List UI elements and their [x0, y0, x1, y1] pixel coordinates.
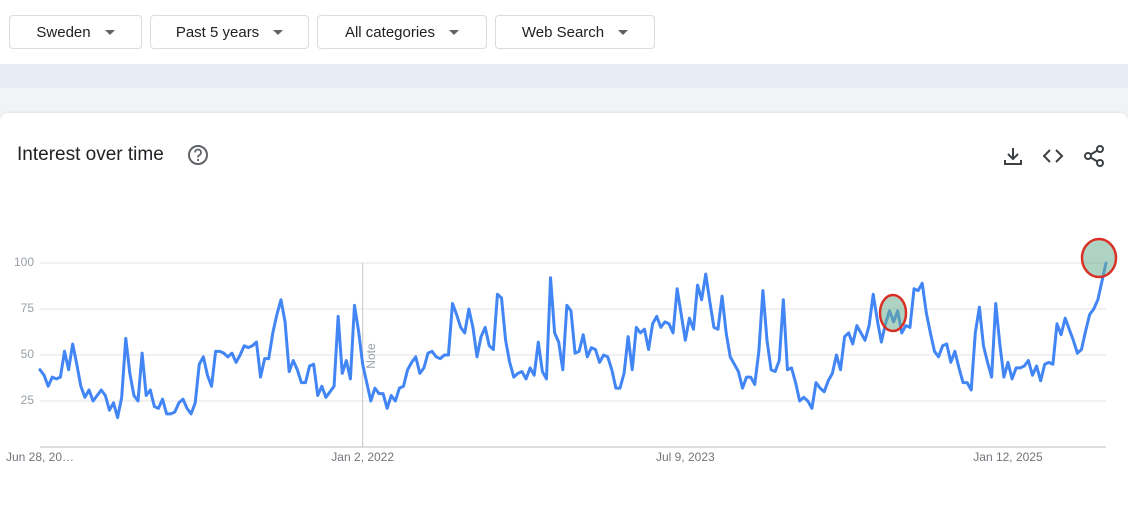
filter-label: All categories — [344, 23, 436, 41]
highlight-circle — [878, 293, 908, 333]
x-tick-label: Jan 12, 2025 — [973, 450, 1043, 464]
y-tick-label: 100 — [14, 255, 34, 269]
caret — [273, 29, 284, 35]
filter-label: Web Search — [521, 23, 605, 41]
band — [0, 64, 1128, 88]
caret — [618, 29, 629, 35]
x-tick-label: Jan 2, 2022 — [331, 450, 394, 464]
x-tick-label: Jul 9, 2023 — [656, 450, 715, 464]
filter-button[interactable]: All categories — [317, 15, 487, 49]
y-tick-label: 75 — [21, 301, 35, 315]
card — [0, 113, 1128, 526]
filter-button[interactable]: Web Search — [495, 15, 655, 49]
filter-button[interactable]: Sweden — [9, 15, 142, 49]
filter-bar: Sweden Past 5 years All categories Web S… — [0, 0, 1128, 64]
highlight-circle — [1080, 237, 1118, 279]
download-icon[interactable] — [1002, 145, 1024, 167]
caret — [449, 29, 460, 35]
trend-line — [38, 261, 1108, 420]
card-title: Interest over time — [17, 144, 164, 165]
caret — [104, 29, 115, 35]
filter-button[interactable]: Past 5 years — [150, 15, 309, 49]
filter-label: Sweden — [36, 23, 91, 41]
x-tick-label: Jun 28, 20… — [6, 450, 74, 464]
note-label: Note — [364, 343, 378, 369]
filter-label: Past 5 years — [175, 23, 260, 41]
y-tick-label: 25 — [21, 393, 35, 407]
y-tick-label: 50 — [21, 347, 35, 361]
help-icon[interactable] — [186, 144, 210, 168]
share-icon[interactable] — [1082, 144, 1106, 168]
embed-icon[interactable] — [1042, 145, 1064, 167]
